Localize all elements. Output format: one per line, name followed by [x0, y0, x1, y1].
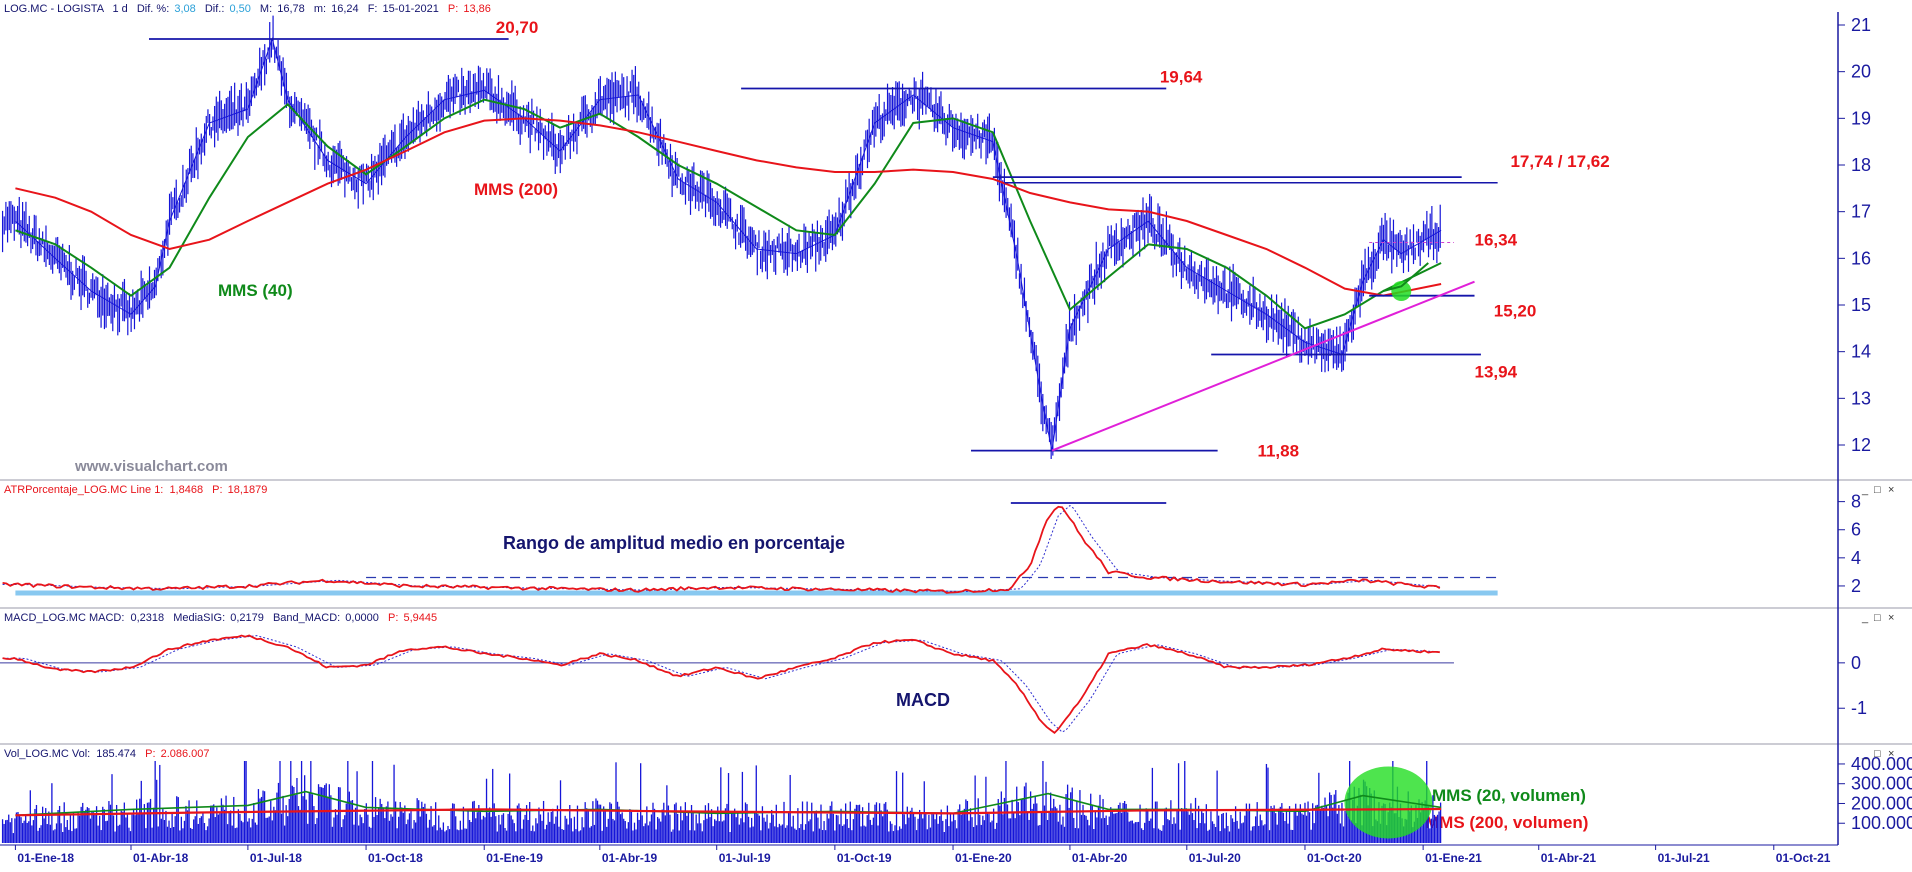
x-tick-label: 01-Ene-19 — [486, 851, 543, 865]
x-tick-label: 01-Abr-19 — [602, 851, 658, 865]
volume-y-tick-label: 300.000 — [1851, 774, 1912, 794]
close-icon[interactable]: × — [1888, 748, 1894, 760]
price-y-tick-label: 20 — [1851, 62, 1871, 82]
level-label: 15,20 — [1494, 302, 1537, 321]
x-tick-label: 01-Oct-20 — [1307, 851, 1362, 865]
level-label: 19,64 — [1160, 67, 1203, 86]
level-label: 11,88 — [1257, 442, 1299, 461]
price-y-tick-label: 19 — [1851, 108, 1871, 128]
atr-y-tick-label: 2 — [1851, 576, 1861, 596]
close-icon[interactable]: × — [1888, 484, 1894, 496]
x-tick-label: 01-Abr-21 — [1541, 851, 1597, 865]
close-icon[interactable]: × — [1888, 612, 1894, 624]
atr-line — [2, 505, 1441, 594]
price-header: LOG.MC - LOGISTA 1 d Dif. %: 3,08 Dif.: … — [4, 3, 491, 15]
price-y-tick-label: 18 — [1851, 155, 1871, 175]
atr-header: ATRPorcentaje_LOG.MC Line 1: 1,8468 P: 1… — [4, 484, 267, 496]
volume-mms200-line — [15, 807, 1442, 817]
minimize-icon[interactable]: _ — [1861, 612, 1869, 624]
level-label: 20,70 — [496, 18, 539, 37]
x-tick-label: 01-Abr-20 — [1072, 851, 1128, 865]
price-y-tick-label: 16 — [1851, 248, 1871, 268]
x-tick-label: 01-Ene-21 — [1425, 851, 1482, 865]
legend-mms200-volumen: MMS (200, volumen) — [1425, 813, 1588, 832]
mms200-line — [15, 117, 1442, 297]
x-tick-label: 01-Jul-19 — [719, 851, 771, 865]
minimize-icon[interactable]: _ — [1861, 748, 1869, 760]
x-tick-label: 01-Jul-18 — [250, 851, 302, 865]
level-label: 16,34 — [1475, 230, 1518, 249]
volume-y-tick-label: 100.000 — [1851, 813, 1912, 833]
macd-y-tick-label: -1 — [1851, 698, 1867, 718]
mms40-line — [15, 98, 1442, 330]
x-tick-label: 01-Oct-19 — [837, 851, 892, 865]
watermark: www.visualchart.com — [74, 458, 228, 475]
price-y-tick-label: 21 — [1851, 15, 1871, 35]
annotation-mms40: MMS (40) — [218, 281, 293, 300]
atr-y-tick-label: 6 — [1851, 520, 1861, 540]
atr-y-tick-label: 4 — [1851, 548, 1861, 568]
atr-signal-line — [2, 504, 1440, 593]
volume-header: Vol_LOG.MC Vol: 185.474 P: 2.086.007 — [4, 748, 210, 760]
price-y-tick-label: 15 — [1851, 295, 1871, 315]
volume-highlight — [1344, 766, 1433, 839]
x-tick-label: 01-Ene-20 — [955, 851, 1012, 865]
macd-header: MACD_LOG.MC MACD: 0,2318 MediaSIG: 0,217… — [4, 612, 437, 624]
volume-y-tick-label: 200.000 — [1851, 793, 1912, 813]
minimize-icon[interactable]: _ — [1861, 484, 1869, 496]
level-label: 13,94 — [1475, 362, 1518, 381]
maximize-icon[interactable]: □ — [1874, 748, 1881, 760]
price-y-tick-label: 14 — [1851, 342, 1871, 362]
x-tick-label: 01-Abr-18 — [133, 851, 189, 865]
macd-signal-line — [2, 635, 1440, 733]
x-tick-label: 01-Jul-20 — [1189, 851, 1241, 865]
header-symbol: LOG.MC - LOGISTA — [4, 3, 105, 15]
price-line — [15, 37, 1442, 451]
legend-mms20-volumen: MMS (20, volumen) — [1432, 786, 1586, 805]
macd-y-tick-label: 0 — [1851, 653, 1861, 673]
x-tick-label: 01-Oct-21 — [1776, 851, 1831, 865]
volume-y-tick-label: 400.000 — [1851, 754, 1912, 774]
atr-window-controls[interactable]: _ □ × — [1861, 484, 1894, 496]
ma-cross-highlight — [1391, 281, 1412, 301]
x-tick-label: 01-Ene-18 — [17, 851, 74, 865]
price-y-tick-label: 12 — [1851, 435, 1871, 455]
x-tick-label: 01-Oct-18 — [368, 851, 423, 865]
x-tick-label: 01-Jul-21 — [1658, 851, 1710, 865]
maximize-icon[interactable]: □ — [1874, 484, 1881, 496]
macd-title: MACD — [896, 690, 950, 710]
price-y-tick-label: 13 — [1851, 388, 1871, 408]
macd-line — [2, 634, 1440, 734]
maximize-icon[interactable]: □ — [1874, 612, 1881, 624]
mms40-line-segment — [1383, 262, 1429, 292]
volume-window-controls[interactable]: _ □ × — [1861, 748, 1894, 760]
atr-title: Rango de amplitud medio en porcentaje — [503, 533, 845, 553]
trendline — [1051, 280, 1475, 452]
atr-y-tick-label: 8 — [1851, 492, 1861, 512]
annotation-mms200: MMS (200) — [474, 180, 558, 199]
price-y-tick-label: 17 — [1851, 202, 1871, 222]
macd-window-controls[interactable]: _ □ × — [1861, 612, 1894, 624]
level-label: 17,74 / 17,62 — [1510, 152, 1609, 171]
